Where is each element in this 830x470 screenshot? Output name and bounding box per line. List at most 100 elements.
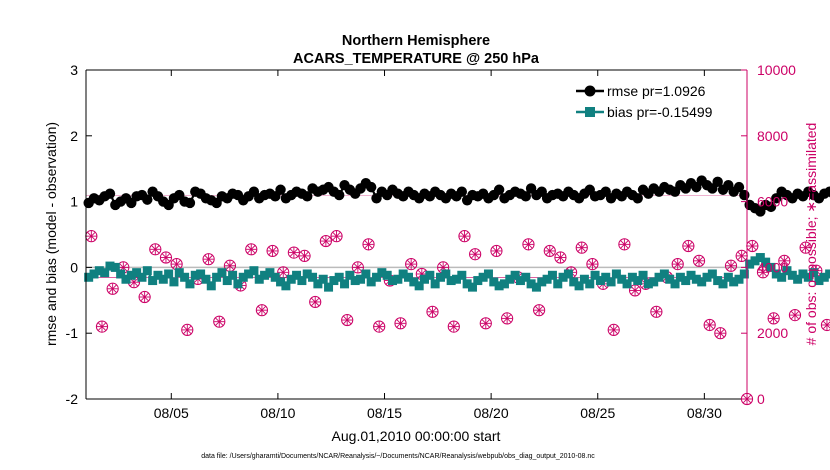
obs-series — [85, 230, 830, 406]
rmse-point — [493, 184, 505, 195]
bias-point — [297, 276, 307, 286]
obs-count-point — [362, 238, 375, 251]
bias-point — [467, 282, 477, 292]
obs-count-point — [682, 239, 695, 253]
obs-count-point — [458, 230, 471, 243]
x-tick-label: 08/05 — [154, 405, 189, 421]
bias-point — [393, 274, 403, 284]
bias-point — [574, 281, 584, 291]
rmse-point — [302, 191, 313, 202]
bias-point — [761, 257, 771, 267]
obs-count-point — [586, 258, 599, 271]
bias-point — [819, 272, 829, 282]
bias-point — [110, 262, 120, 272]
obs-count-point — [298, 249, 311, 262]
y2-axis-label: # of obs: o=possible; ∗=assimilated — [803, 123, 819, 346]
bias-point — [537, 277, 547, 287]
y2-tick-label: 2000 — [757, 325, 788, 341]
bias-point — [350, 276, 360, 286]
bias-point — [547, 270, 557, 280]
bias-point — [782, 266, 792, 276]
obs-count-point — [373, 320, 386, 333]
bias-point — [633, 276, 643, 286]
bias-point — [569, 277, 579, 287]
bias-point — [286, 274, 296, 284]
bias-point — [132, 268, 142, 278]
bias-point — [430, 279, 440, 289]
bias-point — [446, 276, 456, 286]
rmse-point — [365, 181, 377, 193]
bias-point — [563, 269, 573, 279]
bias-point — [89, 269, 99, 279]
bias-point — [169, 277, 179, 287]
bias-point — [558, 272, 568, 282]
bias-point — [691, 274, 701, 284]
rmse-point — [733, 181, 745, 193]
obs-count-point — [607, 323, 620, 337]
chart-title: Northern Hemisphere — [342, 33, 490, 49]
legend-bias-marker — [585, 107, 595, 117]
bias-point — [228, 270, 238, 280]
bias-point — [334, 272, 344, 282]
bias-point — [771, 269, 781, 279]
y2-tick-label: 8000 — [757, 128, 788, 144]
bias-point — [185, 279, 195, 289]
y-tick-label: 1 — [70, 194, 78, 210]
bias-point — [553, 279, 563, 289]
obs-count-point — [319, 234, 332, 248]
bias-point — [164, 269, 174, 279]
bias-point — [787, 270, 797, 280]
bias-point — [329, 276, 339, 286]
bias-point — [100, 268, 110, 278]
obs-count-point — [714, 327, 727, 340]
bias-point — [777, 272, 787, 282]
rmse-point — [712, 176, 723, 188]
bias-point — [649, 277, 659, 287]
x-tick-label: 08/10 — [260, 405, 295, 421]
obs-count-point — [341, 313, 354, 327]
obs-count-point — [170, 258, 183, 271]
obs-count-point — [618, 238, 631, 251]
bias-point — [158, 274, 168, 284]
obs-count-point — [746, 239, 759, 253]
obs-count-point — [469, 248, 482, 261]
bias-point — [382, 270, 392, 280]
x-axis-ticks: 08/05 08/10 08/15 08/20 08/25 08/30 — [154, 70, 722, 421]
bias-point — [249, 266, 259, 276]
obs-count-point — [490, 244, 503, 258]
bias-point — [419, 274, 429, 284]
bias-point — [142, 266, 152, 276]
y-tick-label: -1 — [66, 325, 79, 341]
bias-point — [494, 281, 504, 291]
bias-point — [750, 256, 760, 266]
bias-point — [441, 269, 451, 279]
bias-point — [681, 276, 691, 286]
bias-point — [398, 269, 408, 279]
bias-point — [126, 270, 136, 280]
rmse-point — [765, 201, 777, 213]
bias-point — [361, 269, 371, 279]
y-axis-label: rmse and bias (model - observation) — [43, 122, 59, 346]
rmse-point — [824, 186, 830, 197]
bias-point — [745, 259, 755, 269]
data-file-footnote: data file: /Users/gharamti/Documents/NCA… — [201, 453, 595, 460]
bias-point — [206, 281, 216, 291]
chart-subtitle: ACARS_TEMPERATURE @ 250 hPa — [293, 51, 540, 67]
bias-point — [542, 274, 552, 284]
bias-point — [84, 272, 94, 282]
bias-point — [595, 276, 605, 286]
bias-point — [340, 279, 350, 289]
bias-point — [590, 270, 600, 280]
obs-count-point — [479, 317, 492, 330]
bias-point — [686, 270, 696, 280]
bias-point — [238, 272, 248, 282]
bias-point — [414, 281, 424, 291]
rmse-point — [520, 191, 531, 202]
bias-point — [515, 276, 525, 286]
obs-count-point — [501, 312, 514, 325]
obs-count-point — [671, 258, 684, 271]
bias-point — [814, 276, 824, 286]
rmse-point — [334, 189, 345, 201]
bias-point — [265, 268, 275, 278]
